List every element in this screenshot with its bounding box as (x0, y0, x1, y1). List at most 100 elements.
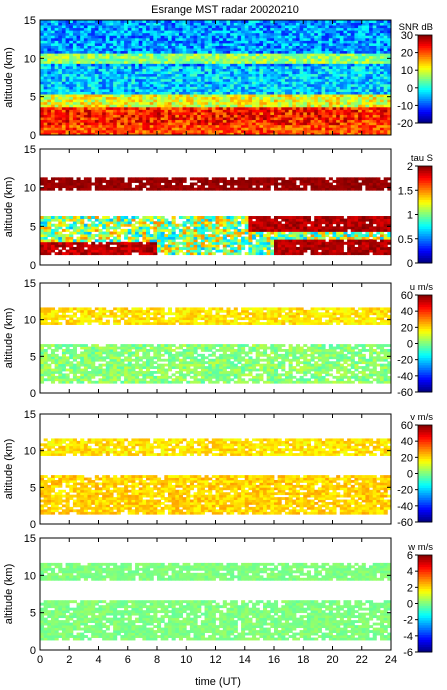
heatmap-cell (58, 60, 63, 64)
heatmap-cell (47, 244, 52, 248)
heatmap-cell (193, 43, 198, 46)
heatmap-cell (303, 76, 308, 80)
heatmap-cell (153, 27, 158, 31)
heatmap-cell (146, 22, 151, 26)
heatmap-cell (383, 89, 388, 92)
heatmap-cell (211, 58, 216, 62)
heatmap-cell (314, 106, 319, 110)
heatmap-cell (131, 58, 136, 62)
heatmap-cell (167, 40, 173, 44)
heatmap-cell (376, 53, 381, 57)
heatmap-cell (153, 66, 158, 69)
heatmap-cell (50, 234, 56, 238)
heatmap-cell (120, 221, 125, 225)
heatmap-cell (54, 86, 59, 90)
heatmap-cell (40, 73, 45, 77)
heatmap-cell (255, 50, 260, 54)
heatmap-cell (292, 122, 297, 126)
heatmap-cell (167, 129, 173, 133)
heatmap-cell (248, 94, 253, 98)
heatmap-cell (61, 81, 66, 85)
heatmap-cell (138, 182, 143, 186)
heatmap-cell (91, 223, 96, 227)
heatmap-cell (58, 99, 63, 103)
heatmap-cell (244, 63, 249, 67)
heatmap-cell (120, 177, 125, 181)
heatmap-cell (354, 48, 359, 52)
heatmap-cell (358, 76, 363, 80)
heatmap-cell (142, 244, 147, 248)
heatmap-cell (332, 106, 337, 110)
heatmap-cell (54, 182, 59, 186)
heatmap-cell (255, 99, 260, 103)
heatmap-cell (135, 231, 140, 235)
heatmap-cell (98, 27, 103, 31)
heatmap-cell (43, 119, 48, 123)
heatmap-cell (47, 53, 52, 57)
heatmap-cell (47, 228, 52, 232)
heatmap-cell (321, 78, 326, 82)
heatmap-cell (65, 236, 70, 240)
heatmap-cell (299, 27, 304, 31)
heatmap-cell (142, 32, 147, 36)
heatmap-cell (226, 25, 231, 29)
heatmap-cell (120, 112, 125, 115)
heatmap-cell (175, 45, 180, 49)
heatmap-cell (259, 127, 264, 131)
heatmap-cell (164, 22, 169, 26)
heatmap-cell (40, 236, 45, 240)
heatmap-cell (350, 91, 355, 95)
heatmap-cell (263, 122, 268, 126)
heatmap-cell (102, 96, 107, 100)
heatmap-cell (237, 104, 242, 108)
heatmap-cell (226, 96, 231, 100)
heatmap-cell (124, 30, 129, 34)
heatmap-cell (230, 78, 235, 82)
heatmap-cell (277, 20, 282, 23)
heatmap-cell (167, 101, 173, 105)
heatmap-cell (142, 182, 147, 186)
heatmap-cell (105, 252, 110, 256)
heatmap-cell (215, 37, 220, 41)
heatmap-cell (299, 96, 304, 100)
heatmap-cell (40, 129, 45, 133)
heatmap-cell (332, 94, 337, 98)
heatmap-cell (332, 50, 337, 54)
heatmap-cell (186, 117, 191, 121)
heatmap-cell (383, 78, 388, 82)
heatmap-cell (80, 231, 85, 235)
heatmap-cell (83, 35, 88, 39)
heatmap-cell (343, 43, 348, 46)
heatmap-cell (91, 124, 96, 128)
heatmap-cell (80, 22, 85, 26)
heatmap-cell (383, 112, 388, 115)
heatmap-cell (47, 246, 52, 250)
heatmap-cell (321, 50, 326, 54)
heatmap-cell (343, 45, 348, 49)
heatmap-cell (171, 91, 176, 95)
heatmap-cell (65, 91, 70, 95)
heatmap-cell (193, 112, 198, 115)
heatmap-cell (237, 22, 242, 26)
heatmap-cell (113, 117, 118, 121)
heatmap-cell (339, 122, 344, 126)
heatmap-cell (109, 187, 114, 191)
heatmap-cell (197, 58, 202, 62)
heatmap-cell (80, 94, 85, 98)
heatmap-cell (189, 40, 194, 44)
heatmap-cell (372, 22, 377, 26)
heatmap-cell (102, 35, 107, 39)
heatmap-cell (284, 66, 290, 69)
heatmap-cell (171, 81, 176, 85)
heatmap-cell (149, 48, 154, 52)
heatmap-cell (277, 45, 282, 49)
heatmap-cell (292, 124, 297, 128)
heatmap-cell (306, 91, 311, 95)
heatmap-cell (274, 132, 279, 136)
heatmap-cell (215, 66, 220, 69)
heatmap-cell (354, 83, 359, 87)
heatmap-cell (113, 185, 118, 189)
heatmap-cell (277, 132, 282, 136)
heatmap-cell (274, 30, 279, 34)
heatmap-cell (47, 55, 52, 59)
